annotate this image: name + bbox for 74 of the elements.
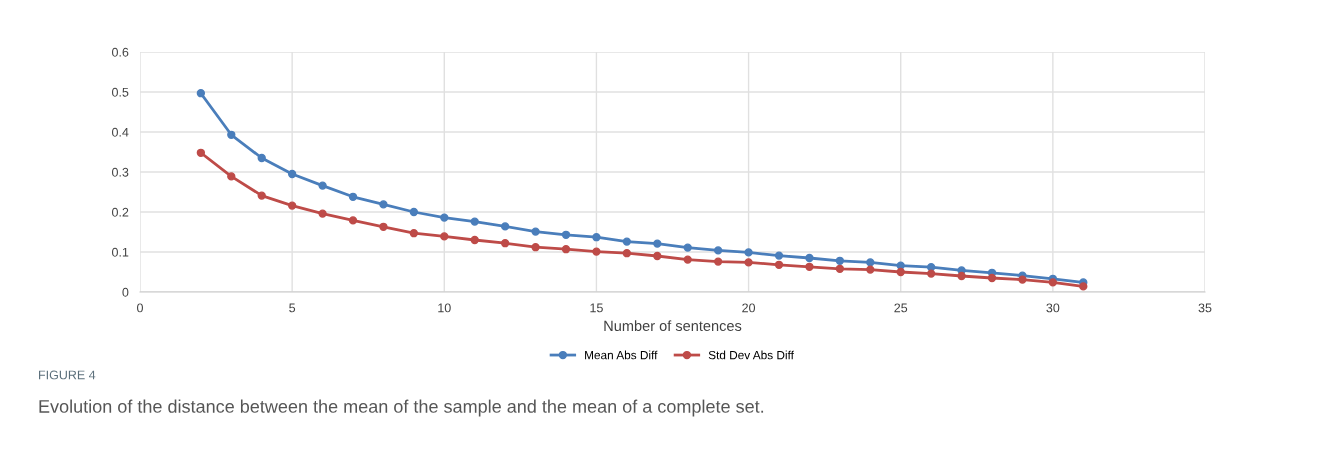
legend-label: Mean Abs Diff: [585, 350, 658, 360]
y-tick-label: 0: [122, 287, 129, 297]
y-tick-label: 0.1: [112, 247, 129, 257]
point: [592, 247, 601, 256]
point: [622, 249, 632, 258]
point: [1048, 278, 1058, 287]
x-axis-title: Number of sentences: [604, 320, 742, 332]
point: [926, 269, 936, 278]
point: [409, 229, 419, 238]
point: [348, 192, 358, 201]
caption: FIGURE 4: [39, 370, 96, 380]
point: [774, 260, 784, 269]
point: [440, 232, 449, 241]
point: [835, 264, 845, 273]
point: [1079, 282, 1088, 291]
point: [653, 239, 662, 248]
x-tick-label: 5: [289, 303, 296, 313]
point: [622, 237, 632, 246]
point: [805, 253, 814, 263]
point: [561, 245, 571, 254]
point: [683, 255, 692, 264]
point: [196, 89, 206, 98]
x-tick-label: 25: [894, 303, 908, 313]
point: [227, 172, 236, 181]
x-tick-label: 35: [1198, 303, 1212, 313]
point: [531, 243, 540, 252]
x-tick-label: 10: [438, 303, 451, 313]
point: [896, 267, 905, 277]
x-tick-label: 0: [137, 303, 143, 313]
y-tick-label: 0.2: [112, 207, 129, 217]
point: [774, 251, 784, 260]
point: [744, 258, 753, 267]
point: [287, 201, 297, 210]
point: [835, 256, 845, 265]
text: Evolution of the distance between the mean of the sample and the mean of a complete set.: [39, 399, 764, 417]
point: [531, 227, 540, 236]
point: [287, 169, 297, 179]
point: [561, 230, 571, 239]
legend-label: Std Dev Abs Diff: [708, 350, 794, 360]
point: [987, 273, 997, 283]
point: [866, 258, 875, 267]
point: [866, 265, 875, 274]
y-tick-label: 0.3: [112, 167, 129, 177]
point: [926, 263, 936, 272]
point: [653, 251, 662, 261]
point: [257, 153, 266, 163]
x-tick-label: 20: [742, 303, 756, 313]
point: [1018, 275, 1027, 284]
point: [500, 222, 510, 231]
point: [713, 257, 723, 266]
point: [957, 271, 966, 281]
y-tick-label: 0.4: [112, 127, 129, 137]
y-tick-label: 0.6: [112, 47, 129, 57]
x-tick-label: 30: [1046, 303, 1060, 313]
point: [379, 222, 388, 231]
point: [318, 181, 327, 190]
point: [744, 248, 753, 257]
point: [683, 243, 692, 252]
point: [348, 216, 358, 225]
point: [409, 207, 419, 217]
point: [257, 191, 266, 200]
point: [470, 217, 479, 226]
y-tick-label: 0.5: [112, 87, 129, 97]
point: [500, 239, 510, 248]
point: [713, 246, 723, 255]
point: [592, 233, 601, 242]
point: [318, 209, 327, 218]
point: [470, 235, 479, 245]
point: [805, 262, 814, 271]
point: [196, 148, 206, 157]
point: [440, 213, 449, 222]
x-tick-label: 15: [590, 303, 603, 313]
point: [379, 200, 388, 209]
point: [227, 130, 236, 139]
